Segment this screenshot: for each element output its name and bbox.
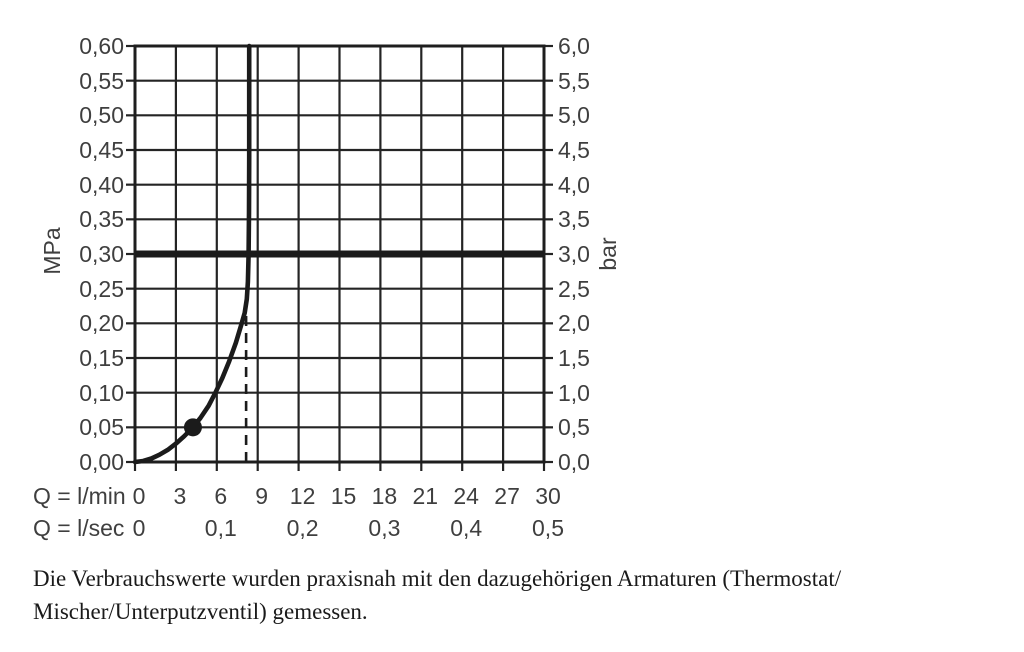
y-right-tick-label: 0,5 (558, 414, 590, 441)
x-lmin-tick-label: 21 (412, 483, 439, 509)
y-left-tick-label: 0,25 (79, 275, 124, 302)
flow-pressure-chart: 0,60 0,55 0,50 0,45 0,40 0,35 0,30 0,25 0,20 0,15… (33, 33, 621, 541)
y-right-tick-label: 1,0 (558, 379, 590, 406)
x-lmin-tick-label: 6 (214, 483, 228, 509)
x-lsec-tick-label: 0,1 (204, 515, 237, 541)
x-lsec-tick-label: 0,5 (532, 515, 564, 541)
chart-canvas (126, 43, 553, 471)
caption-line-2: Mischer/Unterputzventil) gemessen. (33, 599, 368, 624)
y-left-tick-label: 0,60 (79, 33, 124, 59)
x-lmin-tick-label: 9 (255, 483, 269, 509)
y-right-tick-label: 5,5 (558, 67, 590, 94)
x-lsec-tick-label: 0,4 (450, 515, 483, 541)
y-left-tick-label: 0,20 (79, 310, 124, 337)
x-lmin-tick-label: 18 (371, 483, 398, 509)
y-right-tick-label: 3,0 (558, 241, 590, 267)
y-axis-unit-mpa: MPa (39, 227, 65, 275)
x-lsec-tick-label: 0,3 (368, 515, 401, 541)
y-left-tick-label: 0,40 (79, 171, 124, 198)
x-axis-unit-lsec: Q = l/sec (33, 515, 125, 541)
y-left-tick-label: 0,00 (79, 449, 124, 475)
caption: Die Verbrauchswerte wurden praxisnah mit… (33, 562, 993, 628)
x-axis-unit-lmin: Q = l/min (33, 483, 126, 509)
x-lmin-tick-label: 15 (330, 483, 357, 509)
y-right-tick-label: 4,0 (558, 171, 590, 198)
y-right-tick-label: 4,5 (558, 137, 590, 163)
y-left-tick-label: 0,05 (79, 414, 124, 441)
y-left-tick-label: 0,50 (79, 102, 124, 129)
y-left-tick-label: 0,55 (79, 67, 124, 94)
x-lmin-tick-label: 30 (535, 483, 561, 509)
y-right-tick-label: 3,5 (558, 206, 590, 233)
y-right-tick-label: 6,0 (558, 33, 590, 59)
x-lsec-tick-label: 0,2 (286, 515, 319, 541)
y-right-tick-label: 1,5 (558, 345, 590, 371)
caption-line-1: Die Verbrauchswerte wurden praxisnah mit… (33, 566, 842, 591)
y-left-tick-label: 0,10 (79, 379, 124, 406)
y-right-tick-label: 0,0 (558, 449, 590, 475)
x-lmin-tick-label: 0 (132, 483, 146, 509)
y-left-tick-label: 0,35 (79, 206, 124, 233)
x-lsec-tick-label: 0 (132, 515, 146, 541)
y-left-tick-label: 0,30 (79, 241, 124, 267)
y-right-tick-label: 2,0 (558, 310, 590, 337)
y-axis-unit-bar: bar (595, 237, 621, 271)
x-lmin-tick-label: 24 (453, 483, 479, 509)
x-lmin-tick-label: 3 (173, 483, 187, 509)
y-right-tick-label: 2,5 (558, 275, 590, 302)
y-left-tick-label: 0,15 (79, 345, 124, 371)
x-lmin-tick-label: 27 (494, 483, 520, 509)
y-left-tick-label: 0,45 (79, 137, 124, 163)
x-lmin-tick-label: 12 (289, 483, 316, 509)
y-right-tick-label: 5,0 (558, 102, 590, 129)
